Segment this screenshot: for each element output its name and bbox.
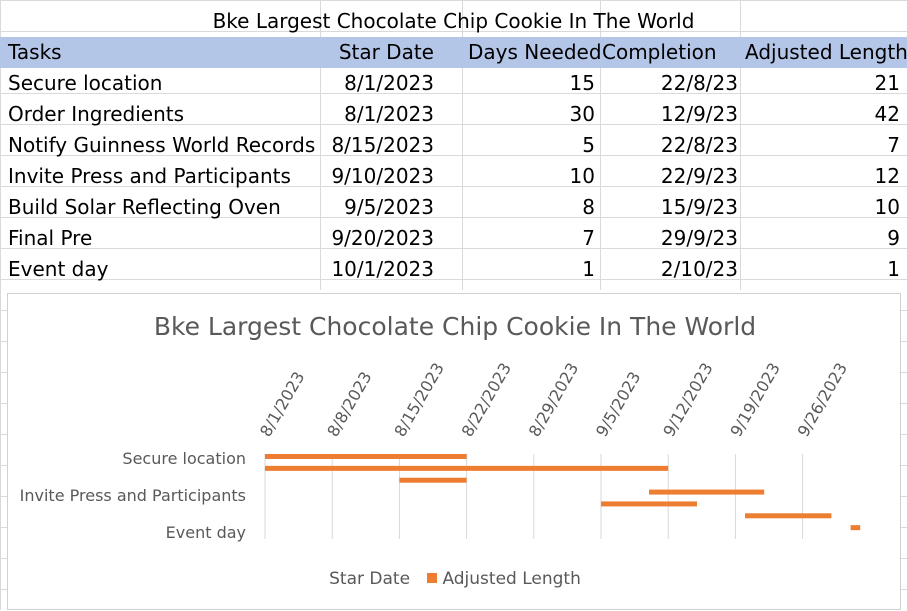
category-label: Invite Press and Participants	[20, 486, 246, 505]
header-completion[interactable]: Completion	[602, 40, 717, 64]
table-cell[interactable]: 8/1/2023	[344, 71, 434, 95]
table-cell[interactable]: 29/9/23	[660, 226, 738, 250]
table-cell[interactable]: 5	[582, 133, 595, 157]
sheet-title-row[interactable]: Bke Largest Chocolate Chip Cookie In The…	[0, 6, 907, 37]
table-cell[interactable]: 21	[874, 71, 900, 95]
gantt-bar	[265, 465, 669, 471]
table-cell[interactable]: Secure location	[8, 71, 163, 95]
chart-legend: Star Date Adjusted Length	[8, 569, 902, 589]
table-cell[interactable]: 22/8/23	[660, 133, 738, 157]
table-row: Final Pre 9/20/2023 7 29/9/23 9	[0, 223, 907, 254]
table-cell[interactable]: 9/5/2023	[344, 195, 434, 219]
table-cell[interactable]: 42	[874, 102, 900, 126]
table-cell[interactable]: 9/20/2023	[331, 226, 434, 250]
chart-plot: 8/1/2023 8/8/2023 8/15/2023 8/22/2023 8/29/2…	[20, 359, 861, 542]
table-cell[interactable]: 8/15/2023	[331, 133, 434, 157]
legend-adjusted-length: Adjusted Length	[427, 569, 581, 589]
sheet-title[interactable]: Bke Largest Chocolate Chip Cookie In The…	[212, 9, 695, 33]
legend-swatch	[427, 573, 438, 583]
table-cell[interactable]: 1	[582, 257, 595, 281]
legend-star-date: Star Date	[329, 569, 411, 589]
table-cell[interactable]: 12/9/23	[660, 102, 738, 126]
table-cell[interactable]: 8/1/2023	[344, 102, 434, 126]
table-cell[interactable]: 22/8/23	[660, 71, 738, 95]
table-cell[interactable]: 1	[887, 257, 900, 281]
table-cell[interactable]: Order Ingredients	[8, 102, 185, 126]
table-row: Invite Press and Participants 9/10/2023 10…	[0, 161, 907, 192]
table-cell[interactable]: 15	[569, 71, 595, 95]
table-row: Event day 10/1/2023 1 2/10/23 1	[0, 254, 907, 285]
table-cell[interactable]: 2/10/23	[660, 257, 738, 281]
table-cell[interactable]: 10	[569, 164, 595, 188]
x-tick-label: 8/1/2023	[256, 368, 308, 440]
x-tick-label: 8/22/2023	[458, 359, 515, 440]
x-tick-label: 8/29/2023	[525, 359, 582, 440]
table-cell[interactable]: 9/10/2023	[331, 164, 434, 188]
column-divider	[600, 0, 601, 290]
column-divider	[320, 0, 321, 290]
gantt-bar	[745, 513, 832, 519]
table-cell[interactable]: 12	[874, 164, 900, 188]
x-tick-label: 9/12/2023	[659, 359, 716, 440]
header-start-date[interactable]: Star Date	[338, 40, 434, 64]
header-tasks[interactable]: Tasks	[8, 40, 62, 64]
table-row: Notify Guinness World Records 8/15/2023 5 2…	[0, 130, 907, 161]
table-cell[interactable]: 30	[569, 102, 595, 126]
gantt-bar	[649, 489, 765, 495]
gantt-bar	[265, 454, 467, 459]
table-cell[interactable]: 7	[582, 226, 595, 250]
x-tick-label: 9/19/2023	[726, 359, 783, 440]
column-divider	[740, 0, 741, 290]
header-row: Tasks Star Date Days Needed Completion A…	[0, 37, 907, 68]
x-tick-label: 9/26/2023	[794, 359, 851, 440]
header-adjusted-length[interactable]: Adjusted Length	[745, 40, 907, 64]
gantt-bar	[399, 477, 467, 483]
gantt-bar	[601, 501, 697, 507]
table-cell[interactable]: Event day	[8, 257, 109, 281]
table-cell[interactable]: 7	[887, 133, 900, 157]
table-cell[interactable]: 9	[887, 226, 900, 250]
table-cell[interactable]: Notify Guinness World Records	[8, 133, 316, 157]
table-row: Order Ingredients 8/1/2023 30 12/9/23 42	[0, 99, 907, 130]
table-cell[interactable]: Invite Press and Participants	[8, 164, 291, 188]
category-label: Secure location	[122, 449, 246, 468]
table-cell[interactable]: 22/9/23	[660, 164, 738, 188]
x-tick-label: 8/8/2023	[323, 368, 375, 440]
table-cell[interactable]: Build Solar Reflecting Oven	[8, 195, 281, 219]
category-label: Event day	[166, 523, 246, 542]
table-cell[interactable]: 10/1/2023	[331, 257, 434, 281]
gantt-bar	[850, 525, 861, 531]
table-cell[interactable]: 10	[874, 195, 900, 219]
table-cell[interactable]: 15/9/23	[660, 195, 738, 219]
header-days-needed[interactable]: Days Needed	[468, 40, 602, 64]
x-tick-label: 8/15/2023	[390, 359, 447, 440]
column-divider	[462, 0, 463, 290]
gantt-chart[interactable]: Bke Largest Chocolate Chip Cookie In The…	[7, 293, 901, 610]
table-row: Secure location 8/1/2023 15 22/8/23 21	[0, 68, 907, 99]
chart-title: Bke Largest Chocolate Chip Cookie In The…	[153, 312, 757, 341]
x-tick-label: 9/5/2023	[592, 368, 644, 440]
table-cell[interactable]: 8	[582, 195, 595, 219]
table-row: Build Solar Reflecting Oven 9/5/2023 8 15/9…	[0, 192, 907, 223]
table-cell[interactable]: Final Pre	[8, 226, 93, 250]
